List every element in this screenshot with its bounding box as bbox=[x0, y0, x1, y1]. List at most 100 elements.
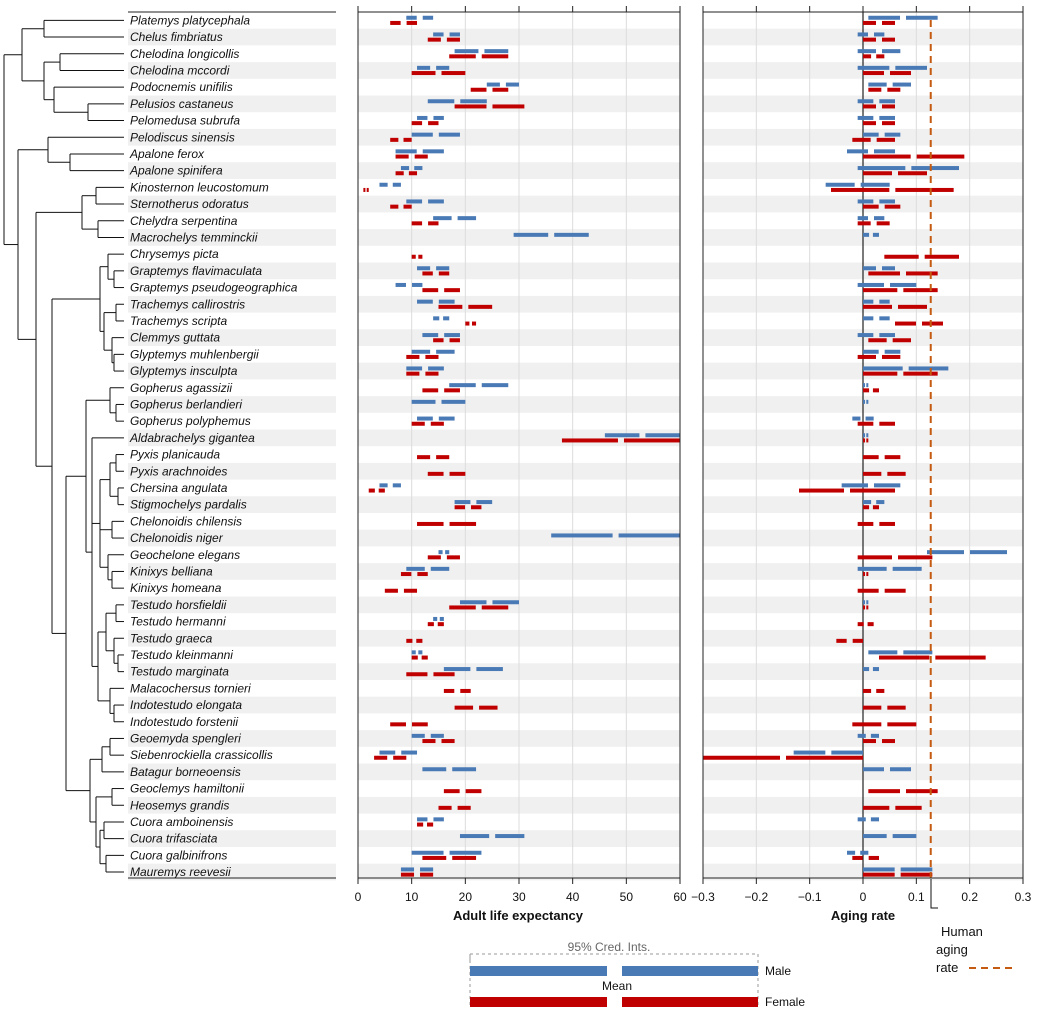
male-interval bbox=[433, 216, 477, 221]
interval-right bbox=[786, 755, 863, 760]
label-stripe bbox=[128, 863, 336, 881]
interval-left bbox=[863, 232, 870, 237]
interval-left bbox=[852, 855, 863, 860]
interval-left bbox=[857, 588, 879, 593]
interval-right bbox=[418, 254, 423, 259]
interval-right bbox=[924, 254, 959, 259]
interval-left bbox=[857, 622, 864, 627]
species-label: Chelus fimbriatus bbox=[130, 30, 223, 44]
female-interval bbox=[857, 221, 890, 226]
interval-right bbox=[895, 805, 922, 810]
interval-left bbox=[368, 488, 375, 493]
species-label: Chelonoidis niger bbox=[130, 531, 224, 545]
female-interval bbox=[395, 154, 428, 159]
male-interval bbox=[406, 566, 450, 571]
male-interval bbox=[863, 433, 869, 438]
interval-left bbox=[411, 132, 433, 137]
species-label: Graptemys pseudogeographica bbox=[130, 281, 298, 295]
female-interval bbox=[863, 288, 938, 293]
species-label: Trachemys scripta bbox=[130, 314, 227, 328]
female-interval bbox=[422, 739, 455, 744]
label-stripe bbox=[128, 663, 336, 680]
interval-right bbox=[922, 321, 943, 326]
interval-left bbox=[454, 104, 487, 109]
interval-left bbox=[427, 555, 441, 560]
female-interval bbox=[384, 588, 418, 593]
interval-left bbox=[799, 488, 844, 493]
female-interval bbox=[852, 855, 879, 860]
interval-left bbox=[384, 588, 398, 593]
male-interval bbox=[857, 166, 959, 171]
species-label: Siebenrockiella crassicollis bbox=[130, 748, 273, 762]
interval-right bbox=[428, 366, 444, 371]
interval-right bbox=[866, 600, 869, 605]
interval-left bbox=[417, 65, 431, 70]
interval-right bbox=[870, 817, 879, 822]
interval-left bbox=[422, 288, 439, 293]
female-interval bbox=[427, 555, 460, 560]
label-stripe bbox=[128, 429, 336, 447]
female-interval bbox=[561, 438, 680, 443]
male-interval bbox=[459, 834, 525, 839]
interval-left bbox=[411, 733, 425, 738]
female-interval bbox=[449, 605, 509, 610]
male-interval bbox=[863, 316, 890, 321]
male-interval bbox=[825, 182, 890, 187]
life-expectancy-intervals bbox=[363, 15, 680, 877]
interval-left bbox=[449, 54, 476, 59]
label-stripe bbox=[128, 830, 336, 847]
male-interval bbox=[411, 399, 466, 404]
female-interval bbox=[374, 755, 407, 760]
interval-right bbox=[892, 834, 917, 839]
interval-left bbox=[863, 739, 876, 744]
aging-tick-label: 0.2 bbox=[961, 890, 978, 904]
interval-left bbox=[411, 349, 431, 354]
interval-right bbox=[420, 872, 434, 877]
interval-left bbox=[863, 104, 876, 109]
interval-left bbox=[417, 455, 431, 460]
interval-right bbox=[438, 132, 460, 137]
male-interval bbox=[863, 767, 911, 772]
interval-left bbox=[395, 149, 417, 154]
interval-left bbox=[427, 622, 434, 627]
male-interval bbox=[411, 850, 482, 855]
interval-left bbox=[863, 171, 892, 176]
interval-right bbox=[882, 121, 895, 126]
male-interval bbox=[433, 316, 450, 321]
interval-left bbox=[852, 722, 882, 727]
interval-left bbox=[863, 349, 879, 354]
interval-left bbox=[406, 566, 425, 571]
female-interval bbox=[406, 672, 455, 677]
species-label: Chelodina mccordi bbox=[130, 63, 230, 77]
label-stripe bbox=[128, 262, 336, 280]
interval-left bbox=[400, 872, 415, 877]
label-stripe bbox=[128, 529, 336, 547]
female-interval bbox=[831, 187, 954, 192]
male-interval bbox=[513, 232, 589, 237]
interval-right bbox=[872, 232, 879, 237]
male-interval bbox=[868, 82, 911, 87]
female-interval bbox=[868, 271, 938, 276]
interval-right bbox=[876, 137, 895, 142]
interval-right bbox=[879, 521, 895, 526]
interval-left bbox=[406, 638, 413, 643]
male-interval bbox=[411, 733, 444, 738]
interval-right bbox=[882, 266, 895, 271]
interval-left bbox=[422, 739, 436, 744]
interval-left bbox=[793, 750, 826, 755]
female-interval bbox=[863, 505, 879, 510]
female-interval bbox=[857, 521, 895, 526]
interval-left bbox=[443, 789, 460, 794]
interval-right bbox=[882, 37, 895, 42]
female-interval bbox=[454, 505, 482, 510]
male-interval bbox=[857, 32, 885, 37]
interval-right bbox=[436, 455, 450, 460]
interval-left bbox=[863, 471, 882, 476]
interval-left bbox=[841, 483, 868, 488]
species-label: Sternotherus odoratus bbox=[130, 197, 249, 211]
male-interval bbox=[486, 82, 519, 87]
interval-right bbox=[879, 316, 890, 321]
female-interval bbox=[863, 371, 938, 376]
male-interval bbox=[417, 817, 444, 822]
male-interval bbox=[449, 383, 509, 388]
